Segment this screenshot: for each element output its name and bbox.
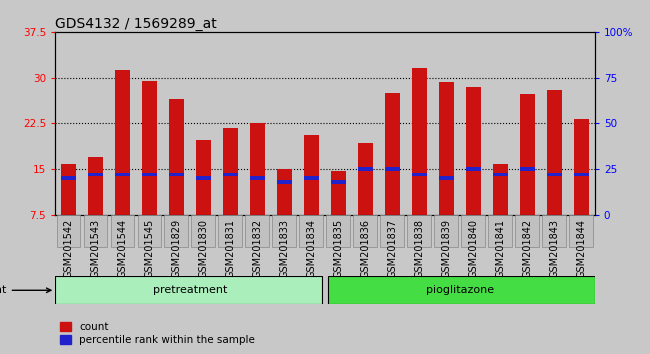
FancyBboxPatch shape	[246, 215, 269, 247]
Bar	[574, 172, 589, 176]
Bar	[169, 99, 184, 215]
Bar	[439, 82, 454, 215]
FancyBboxPatch shape	[326, 215, 350, 247]
Text: GSM201545: GSM201545	[145, 218, 155, 278]
Text: GSM201838: GSM201838	[415, 218, 424, 278]
Text: GSM201833: GSM201833	[280, 218, 289, 278]
Bar	[196, 176, 211, 180]
FancyBboxPatch shape	[138, 215, 161, 247]
Bar	[304, 135, 319, 215]
Text: GDS4132 / 1569289_at: GDS4132 / 1569289_at	[55, 17, 217, 31]
FancyBboxPatch shape	[354, 215, 377, 247]
Text: GSM201834: GSM201834	[307, 218, 317, 278]
Text: GSM201544: GSM201544	[118, 218, 127, 278]
Bar	[196, 140, 211, 215]
FancyBboxPatch shape	[515, 215, 539, 247]
FancyBboxPatch shape	[488, 215, 512, 247]
FancyBboxPatch shape	[542, 215, 566, 247]
Bar	[250, 176, 265, 180]
Text: GSM201832: GSM201832	[253, 218, 263, 278]
Bar	[385, 93, 400, 215]
Bar	[466, 87, 481, 215]
Bar	[412, 68, 427, 215]
FancyBboxPatch shape	[569, 215, 593, 247]
Text: GSM201835: GSM201835	[333, 218, 343, 278]
Text: GSM201840: GSM201840	[469, 218, 478, 278]
Bar	[466, 167, 481, 171]
Bar	[277, 169, 292, 215]
Text: GSM201542: GSM201542	[64, 218, 73, 278]
Bar	[115, 172, 130, 176]
FancyBboxPatch shape	[408, 215, 431, 247]
Bar	[574, 119, 589, 215]
Text: GSM201844: GSM201844	[577, 218, 586, 278]
Bar	[331, 171, 346, 215]
FancyBboxPatch shape	[218, 215, 242, 247]
Bar	[520, 94, 535, 215]
Text: GSM201829: GSM201829	[172, 218, 181, 278]
FancyBboxPatch shape	[462, 215, 485, 247]
Text: GSM201830: GSM201830	[199, 218, 209, 278]
Bar	[412, 172, 427, 176]
Bar	[223, 128, 238, 215]
Text: GSM201842: GSM201842	[523, 218, 532, 278]
Legend: count, percentile rank within the sample: count, percentile rank within the sample	[60, 322, 255, 345]
FancyBboxPatch shape	[434, 215, 458, 247]
Text: GSM201831: GSM201831	[226, 218, 235, 278]
Bar	[331, 180, 346, 183]
Bar	[61, 176, 76, 180]
Text: pretreatment: pretreatment	[153, 285, 228, 295]
FancyBboxPatch shape	[272, 215, 296, 247]
FancyBboxPatch shape	[192, 215, 215, 247]
FancyBboxPatch shape	[328, 276, 595, 304]
Text: GSM201543: GSM201543	[91, 218, 101, 278]
Text: GSM201837: GSM201837	[387, 218, 397, 278]
Bar	[250, 123, 265, 215]
FancyBboxPatch shape	[300, 215, 323, 247]
Bar	[88, 172, 103, 176]
Bar	[547, 90, 562, 215]
Text: GSM201843: GSM201843	[549, 218, 559, 278]
FancyBboxPatch shape	[57, 215, 81, 247]
Bar	[385, 167, 400, 171]
Bar	[493, 172, 508, 176]
Bar	[520, 167, 535, 171]
Bar	[358, 143, 373, 215]
Bar	[277, 180, 292, 183]
Bar	[304, 176, 319, 180]
FancyBboxPatch shape	[164, 215, 188, 247]
Bar	[88, 157, 103, 215]
Text: agent: agent	[0, 285, 51, 295]
FancyBboxPatch shape	[55, 276, 322, 304]
Bar	[142, 172, 157, 176]
FancyBboxPatch shape	[84, 215, 107, 247]
Bar	[223, 172, 238, 176]
Text: GSM201841: GSM201841	[495, 218, 505, 278]
FancyBboxPatch shape	[111, 215, 135, 247]
Bar	[61, 164, 76, 215]
Bar	[547, 172, 562, 176]
Text: GSM201839: GSM201839	[441, 218, 451, 278]
Bar	[439, 176, 454, 180]
Bar	[493, 164, 508, 215]
Bar	[115, 70, 130, 215]
Text: GSM201836: GSM201836	[361, 218, 370, 278]
Bar	[169, 172, 184, 176]
Bar	[142, 81, 157, 215]
FancyBboxPatch shape	[380, 215, 404, 247]
Bar	[358, 167, 373, 171]
Text: pioglitazone: pioglitazone	[426, 285, 494, 295]
